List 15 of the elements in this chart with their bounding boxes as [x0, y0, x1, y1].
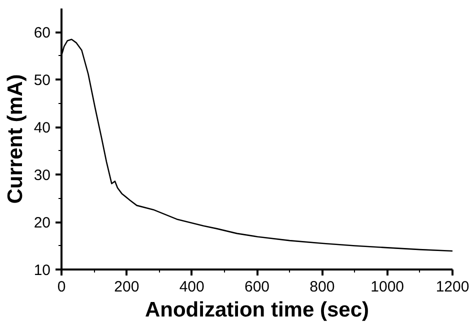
x-tick-label: 400	[179, 278, 204, 296]
y-tick-label: 20	[34, 214, 51, 232]
x-tick-label: 200	[114, 278, 140, 296]
y-tick-label: 40	[34, 120, 51, 137]
x-tick-label: 600	[244, 278, 270, 296]
y-axis-title: Current (mA)	[4, 74, 27, 204]
x-axis-title: Anodization time (sec)	[144, 298, 370, 322]
x-tick-label: 1000	[370, 278, 404, 296]
y-tick-label: 60	[34, 24, 51, 42]
x-tick-label: 0	[57, 278, 66, 296]
y-tick-label: 10	[34, 262, 51, 279]
x-tick-label: 1200	[436, 278, 470, 296]
y-tick-label: 50	[34, 72, 51, 90]
y-tick-label: 30	[34, 167, 51, 184]
x-tick-label: 800	[310, 278, 335, 296]
